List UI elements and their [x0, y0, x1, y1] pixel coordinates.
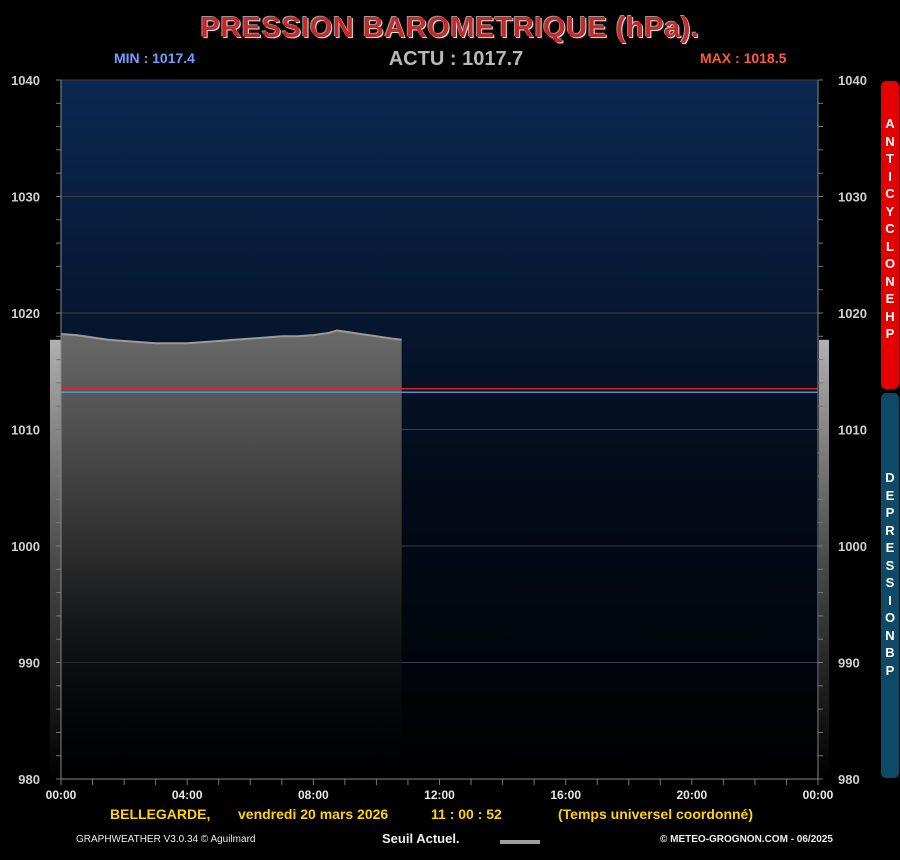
max-value: 1018.5: [743, 50, 787, 66]
anticyclone-hp-tab: ANTICYCLONE HP: [881, 81, 899, 389]
y-tick-label-right: 1010: [838, 423, 867, 438]
x-tick-label: 00:00: [46, 788, 77, 802]
x-tick-label: 00:00: [803, 788, 834, 802]
current-level-bar-left: [50, 339, 61, 779]
max-stat: MAX : 1018.5: [700, 50, 786, 66]
max-label: MAX: [700, 50, 732, 66]
footer-time: 11 : 00 : 52: [431, 806, 502, 822]
software-credit: GRAPHWEATHER V3.0.34 © Aguilmard: [76, 834, 256, 845]
x-tick-label: 12:00: [424, 788, 455, 802]
actu-stat: ACTU : 1017.7: [0, 48, 900, 71]
depression-bp-label: DEPRESSION BP: [885, 470, 899, 678]
min-value: 1017.4: [152, 50, 195, 66]
actu-separator: :: [449, 48, 457, 70]
y-tick-label-left: 1000: [11, 539, 40, 554]
chart-title: PRESSION BAROMETRIQUE (hPa).: [200, 12, 700, 44]
y-tick-label-right: 980: [838, 772, 860, 787]
y-tick-label-left: 980: [18, 772, 40, 787]
x-tick-label: 08:00: [298, 788, 329, 802]
min-label: MIN: [114, 50, 140, 66]
seuil-label: Seuil Actuel.: [382, 831, 460, 846]
max-separator: :: [735, 50, 740, 66]
location-name: BELLEGARDE,: [110, 806, 211, 822]
footer-timezone: (Temps universel coordonné): [558, 806, 753, 822]
pressure-line: [60, 329, 402, 345]
y-tick-label-left: 1030: [11, 190, 40, 205]
seuil-swatch: [500, 840, 540, 844]
actu-value: 1017.7: [462, 48, 524, 70]
x-tick-label: 16:00: [550, 788, 581, 802]
footer-date: vendredi 20 mars 2026: [238, 806, 389, 822]
y-tick-label-right: 1000: [838, 539, 867, 554]
site-credit: © METEO-GROGNON.COM - 06/2025: [660, 834, 833, 845]
pressure-area: [61, 330, 402, 779]
y-tick-label-left: 1020: [11, 306, 40, 321]
y-tick-label-right: 1040: [838, 73, 867, 88]
anticyclone-hp-label: ANTICYCLONE HP: [885, 116, 898, 341]
y-tick-label-right: 1030: [838, 190, 867, 205]
y-tick-label-right: 1020: [838, 306, 867, 321]
actu-label: ACTU: [388, 48, 445, 70]
depression-bp-tab: DEPRESSION BP: [881, 393, 899, 778]
current-level-bar-right: [819, 339, 829, 779]
min-separator: :: [143, 50, 149, 66]
y-tick-label-left: 1040: [11, 73, 40, 88]
y-tick-label-left: 990: [18, 656, 40, 671]
min-stat: MIN : 1017.4: [114, 50, 195, 66]
y-tick-label-right: 990: [838, 656, 860, 671]
y-tick-label-left: 1010: [11, 423, 40, 438]
x-tick-label: 20:00: [676, 788, 707, 802]
x-tick-label: 04:00: [172, 788, 203, 802]
